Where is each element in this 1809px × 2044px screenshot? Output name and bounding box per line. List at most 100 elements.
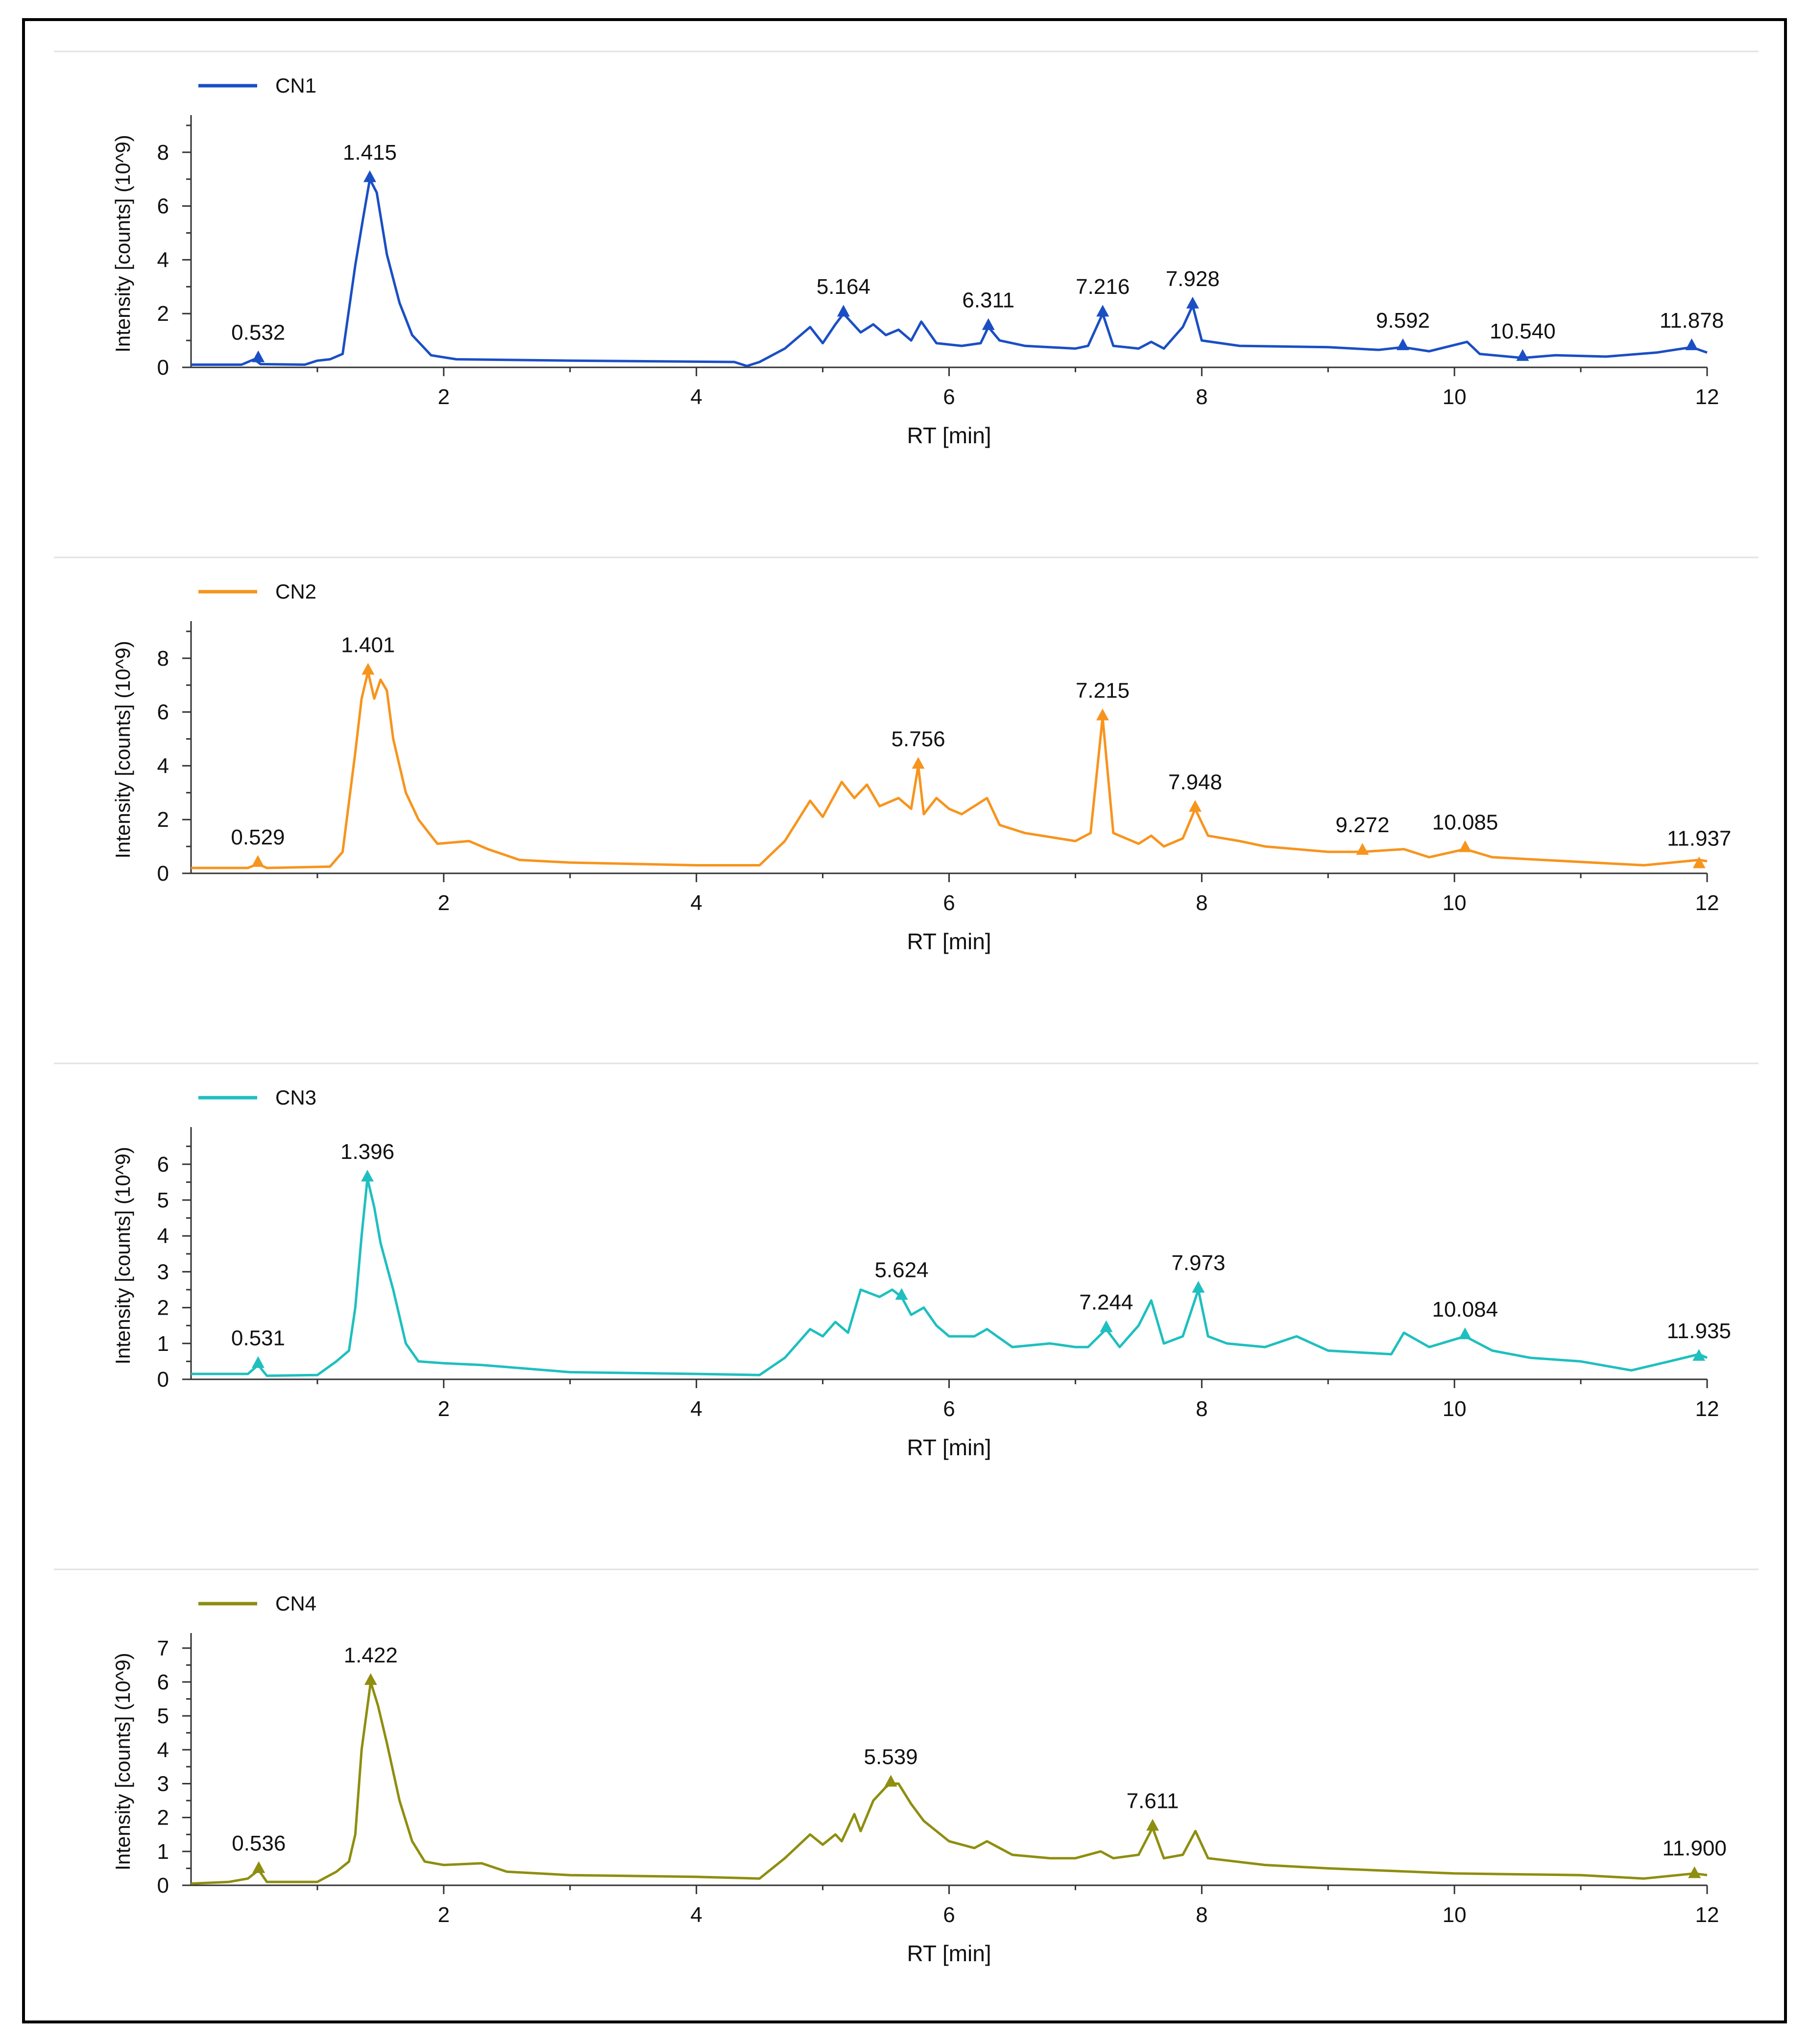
peak-marker [1100,1320,1113,1332]
peak-marker [1692,856,1706,868]
legend-label: CN1 [275,74,316,97]
chromatogram-trace [191,670,1708,869]
y-tick-label: 0 [157,356,169,380]
y-tick-label: 6 [157,194,169,218]
peak-marker [252,1861,265,1873]
chromatogram-trace [191,1681,1708,1885]
peak-label: 5.164 [817,275,870,299]
x-tick-label: 8 [1196,385,1207,409]
peak-label: 1.396 [340,1140,394,1164]
y-tick-label: 5 [157,1188,169,1212]
peak-marker [1459,840,1472,852]
y-tick-label: 0 [157,1874,169,1898]
y-tick-label: 2 [157,1296,169,1320]
chromatogram-trace [191,178,1708,367]
y-tick-label: 2 [157,808,169,832]
y-tick-label: 7 [157,1636,169,1660]
peak-marker [884,1775,897,1787]
peak-label: 5.756 [892,727,945,751]
peak-label: 10.084 [1432,1298,1498,1322]
x-tick-label: 4 [690,1397,702,1421]
y-tick-label: 2 [157,302,169,326]
peak-marker [252,350,265,362]
x-tick-label: 10 [1443,891,1467,915]
y-axis-title: Intensity [counts] (10^9) [111,135,134,353]
x-axis-title: RT [min] [907,423,991,448]
peak-marker [251,1356,265,1368]
x-tick-label: 8 [1196,891,1207,915]
y-tick-label: 1 [157,1840,169,1864]
peak-marker [837,305,850,317]
x-tick-label: 6 [943,891,955,915]
y-tick-label: 6 [157,700,169,724]
peak-label: 1.401 [341,633,395,657]
x-tick-label: 4 [690,385,702,409]
y-axis-title: Intensity [counts] (10^9) [111,1147,134,1365]
x-tick-label: 2 [438,891,450,915]
x-tick-label: 8 [1196,1903,1207,1927]
y-tick-label: 4 [157,1224,169,1248]
peak-marker [982,318,995,330]
peak-label: 11.900 [1663,1836,1727,1860]
peak-label: 7.611 [1127,1789,1179,1813]
y-tick-label: 2 [157,1806,169,1830]
x-tick-label: 10 [1443,1903,1467,1927]
peak-label: 5.539 [864,1745,918,1769]
x-axis-title: RT [min] [907,1941,991,1966]
y-tick-label: 4 [157,1738,169,1762]
x-tick-label: 12 [1695,1903,1719,1927]
y-tick-label: 4 [157,248,169,272]
x-tick-label: 4 [690,891,702,915]
chart-panel-cn2: CN2 2 4 6 8 10 12 RT [min] 0 2 4 6 8 Intensity [count… [54,556,1759,954]
peak-label: 1.422 [344,1643,398,1667]
peak-label: 9.592 [1376,309,1430,333]
x-tick-label: 10 [1443,385,1467,409]
x-tick-label: 6 [943,1903,955,1927]
peak-marker [362,663,375,675]
x-tick-label: 12 [1695,891,1719,915]
peak-label: 0.529 [231,825,285,849]
peak-marker [1688,1866,1701,1878]
peak-label: 10.540 [1490,319,1556,343]
x-axis-title: RT [min] [907,929,991,954]
peak-label: 5.624 [874,1258,928,1282]
peak-label: 11.937 [1667,827,1731,851]
peak-label: 7.928 [1166,267,1220,291]
peak-marker [1192,1281,1205,1293]
legend-label: CN4 [275,1592,316,1615]
x-tick-label: 12 [1695,385,1719,409]
peak-marker [364,1673,377,1685]
peak-label: 11.878 [1660,309,1724,333]
peak-label: 0.531 [231,1326,285,1350]
peak-marker [895,1288,908,1300]
peak-marker [1396,338,1409,350]
peak-marker [363,170,376,182]
peak-marker [1516,349,1529,361]
peak-label: 7.948 [1168,770,1222,794]
y-tick-label: 6 [157,1670,169,1694]
peak-marker [1685,338,1698,350]
y-tick-label: 8 [157,647,169,671]
y-axis-title: Intensity [counts] (10^9) [111,641,134,859]
x-tick-label: 6 [943,1397,955,1421]
peak-label: 7.244 [1079,1291,1133,1315]
figure-frame [22,18,1787,2023]
x-tick-label: 2 [438,1903,450,1927]
y-tick-label: 6 [157,1153,169,1177]
x-tick-label: 4 [690,1903,702,1927]
peak-label: 7.216 [1076,275,1130,299]
y-tick-label: 3 [157,1772,169,1796]
peak-marker [1356,843,1369,855]
peak-marker [1692,1349,1706,1361]
y-axis-title: Intensity [counts] (10^9) [111,1653,134,1871]
x-tick-label: 2 [438,1397,450,1421]
y-tick-label: 3 [157,1260,169,1284]
x-tick-label: 2 [438,385,450,409]
peak-label: 10.085 [1432,811,1498,835]
y-tick-label: 0 [157,1368,169,1392]
y-tick-label: 8 [157,141,169,165]
peak-marker [361,1170,374,1182]
